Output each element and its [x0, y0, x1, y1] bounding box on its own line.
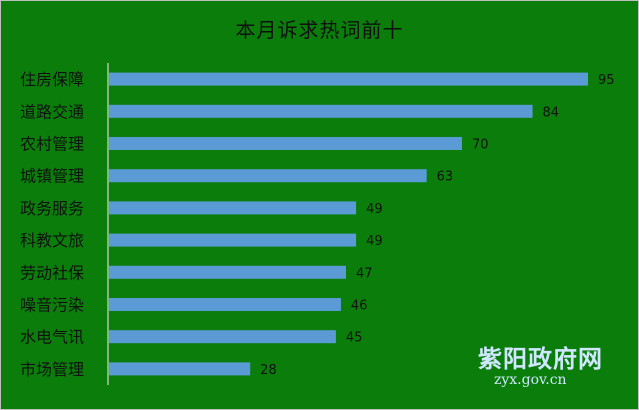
category-label: 劳动社保 [20, 263, 84, 282]
data-label: 70 [472, 138, 489, 153]
category-label: 政务服务 [20, 199, 84, 218]
bar [109, 330, 336, 344]
category-label: 农村管理 [20, 135, 84, 154]
bar [109, 137, 462, 150]
bar [109, 265, 346, 279]
category-label: 道路交通 [20, 102, 84, 121]
bar [109, 298, 341, 311]
category-label: 水电气讯 [20, 328, 84, 347]
watermark-name: 紫阳政府网 [478, 345, 603, 373]
bar [109, 104, 533, 118]
data-label: 95 [598, 73, 615, 88]
bar [109, 169, 427, 183]
data-label: 63 [437, 170, 454, 185]
data-label: 46 [351, 299, 368, 314]
bar [109, 201, 357, 215]
category-label: 住房保障 [20, 70, 84, 89]
bar [109, 233, 357, 247]
data-label: 45 [346, 331, 363, 346]
category-label: 噪音污染 [20, 296, 84, 315]
data-label: 28 [260, 363, 277, 378]
category-label: 市场管理 [20, 360, 84, 379]
chart-title: 本月诉求热词前十 [235, 18, 404, 42]
category-label: 科教文旅 [20, 231, 84, 250]
watermark-url: zyx.gov.cn [494, 372, 567, 388]
bar [109, 72, 588, 86]
data-label: 49 [366, 202, 383, 217]
data-label: 84 [543, 105, 560, 120]
bar [109, 362, 251, 376]
data-label: 49 [366, 234, 383, 249]
data-label: 47 [356, 266, 373, 281]
category-label: 城镇管理 [20, 167, 84, 186]
